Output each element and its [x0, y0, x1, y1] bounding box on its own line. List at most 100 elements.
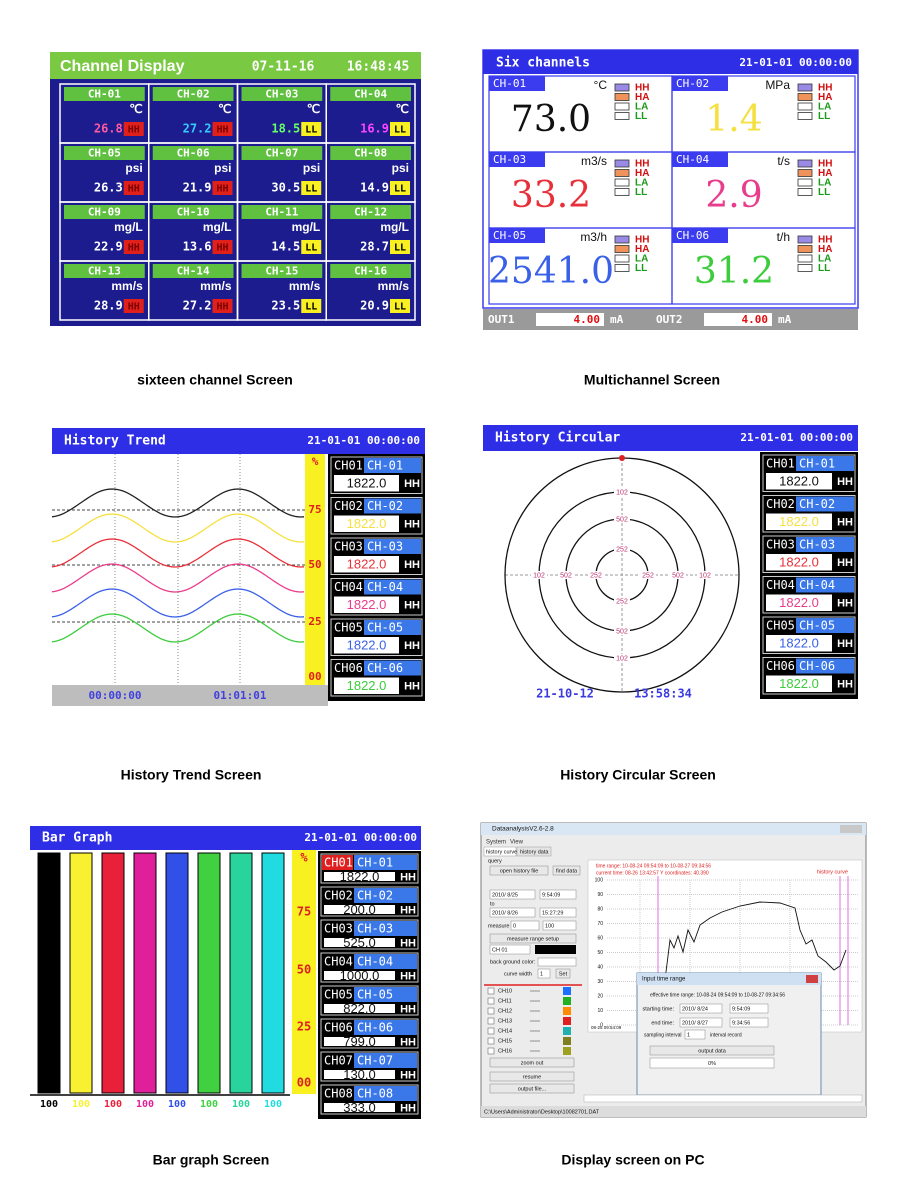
unit: mg/L [292, 220, 321, 234]
field-value: CH 01 [492, 947, 508, 953]
name-box [489, 152, 545, 167]
field-value: 9:54:09 [542, 892, 560, 898]
title-bar [483, 425, 858, 451]
bar-label: 100 [264, 1099, 282, 1110]
value: 26.3 [94, 181, 123, 195]
value: 28.9 [94, 299, 123, 313]
caption: Multichannel Screen [584, 372, 720, 388]
field-value: 2010/ 8/27 [682, 1020, 708, 1026]
channel-frame [320, 886, 419, 917]
channel-name: CH-04 [799, 578, 835, 592]
value-box [324, 905, 395, 914]
value: 1822.0 [340, 869, 380, 884]
ring-label-bg [640, 571, 656, 579]
alarm: HH [404, 681, 420, 693]
channel-id: CH03 [334, 540, 363, 554]
alarm-indicator [614, 188, 630, 196]
unit: mg/L [380, 220, 409, 234]
alarm: LL [394, 125, 406, 136]
button-box [489, 1071, 575, 1082]
dialog-label: interval record [710, 1032, 742, 1038]
time: 16:48:45 [347, 60, 410, 75]
alarm: HH [837, 517, 853, 529]
name-box [796, 456, 854, 471]
value: 1822.0 [779, 555, 819, 570]
channel-name: CH-16 [354, 265, 387, 278]
output-unit: mA [610, 313, 624, 326]
alarm-label: LL [635, 187, 647, 198]
channel-name: CH-02 [177, 88, 210, 101]
name-bar [152, 205, 234, 219]
x-tick-label: 08-25 09:54:09 [591, 1025, 622, 1030]
alarm-indicator [614, 83, 630, 92]
alarm-label: LA [635, 254, 648, 265]
value-box [324, 1037, 395, 1046]
color-swatch [563, 1047, 571, 1055]
alarm: HH [400, 937, 416, 949]
ring-label-bg [614, 488, 630, 496]
channel-id: CH01 [334, 459, 363, 473]
name-box [354, 855, 417, 870]
name-bar [330, 264, 411, 278]
unit: psi [303, 161, 320, 175]
trend-curve [51, 588, 305, 618]
field-value: 0 [513, 923, 516, 929]
name-bar [241, 205, 323, 219]
window-controls [840, 825, 862, 833]
dialog-label: sampling interval [644, 1032, 682, 1038]
channel-name: CH-01 [367, 459, 403, 473]
value: 1822.0 [347, 476, 387, 491]
tab-label: history data [520, 849, 549, 855]
alarm-box [212, 181, 233, 195]
value-box [334, 475, 399, 492]
channel-name: CH-01 [357, 856, 393, 870]
ring-label: 502 [672, 572, 684, 579]
field-box [489, 944, 531, 955]
unit: mm/s [111, 279, 143, 293]
caption: History Circular Screen [560, 767, 716, 783]
title-bar [481, 823, 866, 835]
field-box [510, 920, 540, 931]
channel-id: CH08 [324, 1087, 353, 1101]
alarm: HH [128, 302, 140, 313]
date: 07-11-16 [252, 60, 315, 75]
bar [133, 852, 157, 1094]
alarm-indicator [797, 83, 813, 92]
alarm-label: HH [635, 83, 649, 94]
checkbox [487, 1047, 495, 1055]
time-label: 00:00:00 [89, 689, 142, 702]
label: back ground color: [490, 959, 536, 965]
value-box [324, 872, 395, 881]
value-box [334, 556, 399, 573]
alarm-box [301, 122, 322, 136]
name-box [489, 76, 545, 91]
datetime: 21-01-01 00:00:00 [739, 56, 852, 69]
alarm-label: HA [818, 92, 832, 103]
y-tick-label: 80 [597, 906, 603, 912]
id-box [322, 987, 353, 1002]
channel-name: CH-03 [357, 922, 393, 936]
channel-item: CH16 [498, 1048, 512, 1054]
alarm-label: LA [635, 102, 648, 113]
name-box [354, 954, 417, 969]
caption: History Trend Screen [121, 767, 262, 783]
output-box [536, 313, 604, 326]
channel-frame [330, 618, 423, 656]
history-curve [659, 901, 847, 981]
color-swatch [535, 945, 576, 954]
ring-label-bg [614, 654, 630, 662]
progress-bar [649, 1057, 775, 1069]
alarm: LL [394, 243, 406, 254]
field-value: 2010/ 8/24 [682, 1006, 708, 1012]
button: output file... [518, 1086, 547, 1092]
alarm-box [123, 240, 144, 254]
ring-label-bg [531, 571, 547, 579]
field-value: 1 [540, 971, 543, 977]
channel-name: CH-03 [799, 538, 835, 552]
value: 1822.0 [779, 514, 819, 529]
y-tick-label: 10 [597, 1008, 603, 1014]
alarm-box [390, 181, 410, 195]
id-box [322, 888, 353, 903]
unit: t/s [777, 154, 790, 168]
channel-name: CH-08 [357, 1087, 393, 1101]
